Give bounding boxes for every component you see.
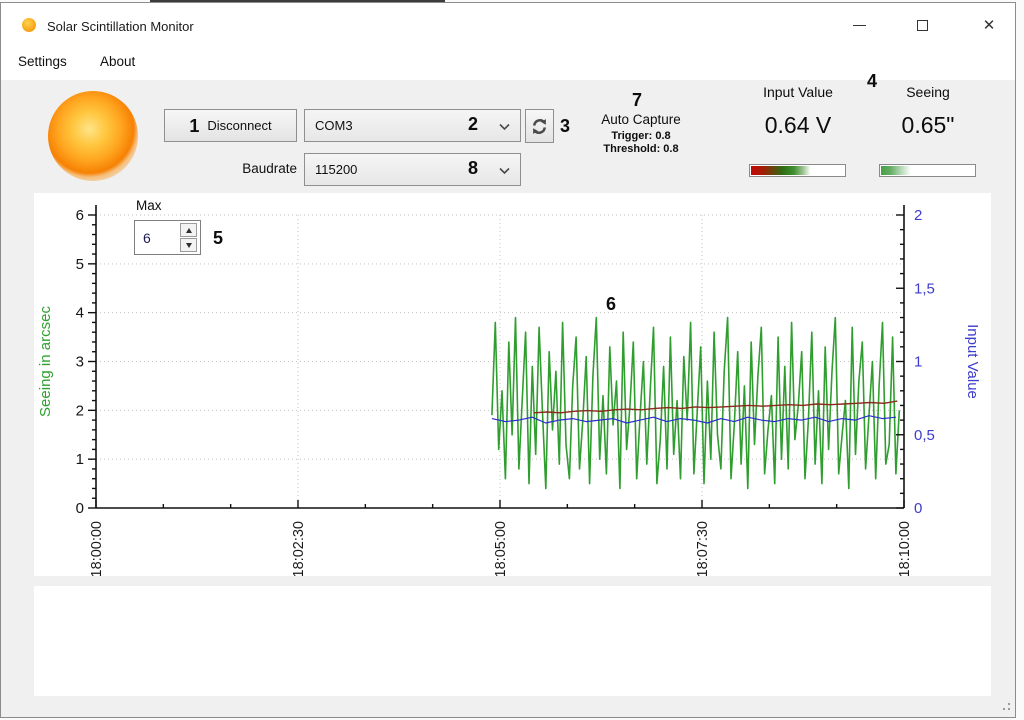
refresh-ports-button[interactable] <box>525 109 554 143</box>
input-value-block: Input Value 0.64 V <box>748 84 848 139</box>
seeing-label: Seeing <box>906 84 950 100</box>
minimize-button[interactable] <box>846 13 872 37</box>
minimize-icon <box>852 24 866 26</box>
max-spinner-down-button[interactable] <box>180 238 197 252</box>
right-axis-title: Input Value <box>964 324 981 399</box>
seeing-series-line <box>491 316 901 490</box>
left-tick-label: 6 <box>76 207 84 224</box>
baudrate-label: Baudrate <box>242 161 297 176</box>
callout-8: 8 <box>467 158 478 178</box>
callout-7: 7 <box>632 90 643 110</box>
chevron-down-icon <box>499 167 510 175</box>
x-tick-label: 18:02:30 <box>291 521 307 576</box>
left-tick-label: 2 <box>76 402 84 419</box>
seeing_average-series-line <box>533 400 898 414</box>
left-tick-label: 4 <box>76 305 84 322</box>
refresh-icon <box>533 118 546 134</box>
max-spinner-value: 6 <box>143 230 151 246</box>
sun-logo <box>48 91 138 181</box>
auto-capture-block: Auto Capture Trigger: 0.8 Threshold: 0.8 <box>574 112 708 155</box>
disconnect-label: Disconnect <box>207 118 272 133</box>
x-tick-label: 18:05:00 <box>493 521 509 576</box>
callout-5: 5 <box>213 228 224 248</box>
left-tick-label: 0 <box>76 500 84 517</box>
baudrate-select[interactable]: 115200 8 <box>304 153 521 186</box>
right-tick-label: 0 <box>914 500 922 517</box>
input-value-label: Input Value <box>763 84 833 100</box>
right-tick-label: 1,5 <box>914 280 935 297</box>
x-tick-label: 18:10:00 <box>897 521 913 576</box>
max-spinner[interactable]: 6 <box>134 220 201 255</box>
window-title: Solar Scintillation Monitor <box>47 19 194 34</box>
left-axis-title: Seeing in arcsec <box>37 306 54 417</box>
auto-capture-trigger: Trigger: 0.8 <box>611 130 671 142</box>
callout-2: 2 <box>467 114 478 134</box>
arrow-down-icon <box>185 242 192 248</box>
seeing-meter-fill <box>881 166 974 175</box>
input-value-meter <box>749 164 846 177</box>
close-icon: ✕ <box>982 16 996 34</box>
com-port-select[interactable]: COM3 2 <box>304 109 521 142</box>
right-tick-label: 1 <box>914 354 922 371</box>
app-sun-icon <box>22 18 36 32</box>
callout-3: 3 <box>560 116 571 136</box>
callout-1: 1 <box>189 115 200 136</box>
menu-settings[interactable]: Settings <box>18 54 67 69</box>
disconnect-button[interactable]: 1 Disconnect <box>164 109 297 142</box>
input_value-series-line <box>491 415 896 424</box>
seeing-block: Seeing 0.65" <box>878 84 978 139</box>
title-bar[interactable]: Solar Scintillation Monitor ✕ <box>1 3 1015 46</box>
chevron-down-icon <box>499 123 510 131</box>
maximize-button[interactable] <box>909 13 935 37</box>
input-value-reading: 0.64 V <box>764 112 832 138</box>
baudrate-value: 115200 <box>315 162 358 177</box>
callout-4: 4 <box>867 71 878 91</box>
x-tick-label: 18:07:30 <box>695 521 711 576</box>
seeing-meter <box>879 164 976 177</box>
auto-capture-threshold: Threshold: 0.8 <box>603 143 679 155</box>
com-port-value: COM3 <box>315 118 353 133</box>
input-value-meter-fill <box>751 166 844 175</box>
left-tick-label: 3 <box>76 354 84 371</box>
x-tick-label: 18:00:00 <box>89 521 105 576</box>
maximize-icon <box>916 19 928 31</box>
left-tick-label: 5 <box>76 256 84 273</box>
menu-bar: Settings About <box>1 46 1015 80</box>
callout-6: 6 <box>606 294 617 314</box>
right-tick-label: 0,5 <box>914 427 935 444</box>
max-spinner-label: Max <box>136 198 162 213</box>
close-button[interactable]: ✕ <box>976 13 1002 37</box>
seeing-chart-svg: 0 1 2 3 4 5 6 0 0,5 1 1,5 2 18:00:00 18:02:30 18:05:00… <box>37 205 981 577</box>
auto-capture-title: Auto Capture <box>601 112 681 127</box>
right-tick-label: 2 <box>914 207 922 224</box>
background-window-artifact <box>150 0 445 2</box>
menu-about[interactable]: About <box>100 54 136 69</box>
resize-grip[interactable] <box>1000 700 1012 712</box>
seeing-reading: 0.65" <box>901 112 955 138</box>
left-tick-label: 1 <box>76 451 84 468</box>
chart-panel: 0 1 2 3 4 5 6 0 0,5 1 1,5 2 18:00:00 18:02:30 18:05:00… <box>34 193 991 577</box>
log-panel[interactable] <box>34 586 991 696</box>
arrow-up-icon <box>185 227 192 233</box>
max-spinner-up-button[interactable] <box>180 223 197 237</box>
